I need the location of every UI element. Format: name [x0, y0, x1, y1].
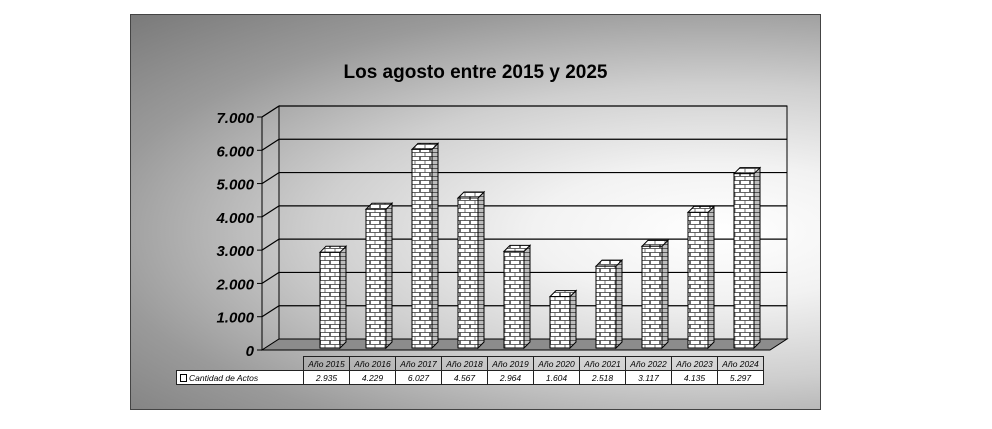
data-label: 2.964 — [487, 370, 534, 385]
bar-side — [385, 202, 393, 350]
y-tick-label: 2.000 — [215, 276, 254, 293]
bar-side — [615, 258, 623, 350]
bar — [364, 202, 394, 350]
gridline — [261, 205, 280, 218]
side-wall — [261, 105, 280, 351]
data-label: 4.135 — [671, 370, 718, 385]
y-tick-label: 1.000 — [216, 310, 254, 327]
y-tick-label: 0 — [246, 343, 255, 360]
bar-front — [595, 265, 617, 349]
bar-front — [457, 197, 479, 349]
bar — [456, 190, 486, 350]
gridline — [261, 271, 280, 284]
bar-side — [753, 166, 761, 350]
y-tick-label: 3.000 — [216, 243, 254, 260]
bar-front — [641, 245, 663, 349]
bar — [732, 166, 762, 350]
bar-front — [549, 296, 571, 349]
bar — [640, 239, 670, 350]
legend-entry: Cantidad de Actos — [176, 370, 304, 385]
bar-front — [503, 250, 525, 349]
data-label: 4.229 — [349, 370, 396, 385]
bar-front — [411, 148, 433, 349]
data-table: Año 2015 Año 2016 Año 2017 Año 2018 Año … — [176, 356, 764, 385]
data-table-value-row: Cantidad de Actos 2.935 4.229 6.027 4.56… — [176, 370, 764, 385]
category-label: Año 2016 — [349, 356, 396, 371]
bar — [318, 245, 348, 350]
bar-side — [569, 289, 577, 350]
bar-front — [319, 251, 341, 349]
bar-side — [661, 239, 669, 350]
bar — [548, 289, 578, 350]
bar-front — [365, 208, 387, 349]
bar-side — [477, 190, 485, 350]
y-tick-label: 6.000 — [216, 143, 254, 160]
bar — [594, 258, 624, 350]
data-label: 5.297 — [717, 370, 764, 385]
category-label: Año 2019 — [487, 356, 534, 371]
bar-series — [318, 142, 762, 350]
gridline — [261, 305, 280, 318]
chart-title: Los agosto entre 2015 y 2025 — [343, 62, 608, 83]
y-tick-label: 5.000 — [216, 177, 254, 194]
data-label: 2.935 — [303, 370, 350, 385]
data-table-corner — [176, 356, 304, 371]
category-label: Año 2024 — [717, 356, 764, 371]
bar-side — [431, 142, 439, 350]
y-tick-label: 7.000 — [216, 110, 254, 127]
data-label: 1.604 — [533, 370, 580, 385]
category-label: Año 2018 — [441, 356, 488, 371]
legend-label: Cantidad de Actos — [189, 372, 259, 383]
gridline — [261, 172, 280, 185]
data-label: 2.518 — [579, 370, 626, 385]
category-label: Año 2022 — [625, 356, 672, 371]
data-table-header-row: Año 2015 Año 2016 Año 2017 Año 2018 Año … — [176, 356, 764, 371]
bar-side — [339, 245, 347, 350]
category-label: Año 2023 — [671, 356, 718, 371]
bar — [502, 244, 532, 350]
category-label: Año 2020 — [533, 356, 580, 371]
bar — [686, 205, 716, 350]
y-tick-label: 4.000 — [215, 210, 254, 227]
data-label: 3.117 — [625, 370, 672, 385]
category-label: Año 2021 — [579, 356, 626, 371]
gridline — [261, 138, 280, 151]
data-label: 6.027 — [395, 370, 442, 385]
bar-front — [733, 173, 755, 349]
y-axis-tick-labels: 0 1.000 2.000 3.000 4.000 5.000 6.000 7.000 — [215, 110, 254, 360]
legend-key-icon — [180, 374, 187, 383]
bar-side — [707, 205, 715, 350]
gridline — [261, 238, 280, 251]
gridline — [261, 105, 280, 118]
data-label: 4.567 — [441, 370, 488, 385]
bar-side — [523, 244, 531, 350]
category-label: Año 2015 — [303, 356, 350, 371]
bar — [410, 142, 440, 350]
category-label: Año 2017 — [395, 356, 442, 371]
bar-front — [687, 211, 709, 349]
